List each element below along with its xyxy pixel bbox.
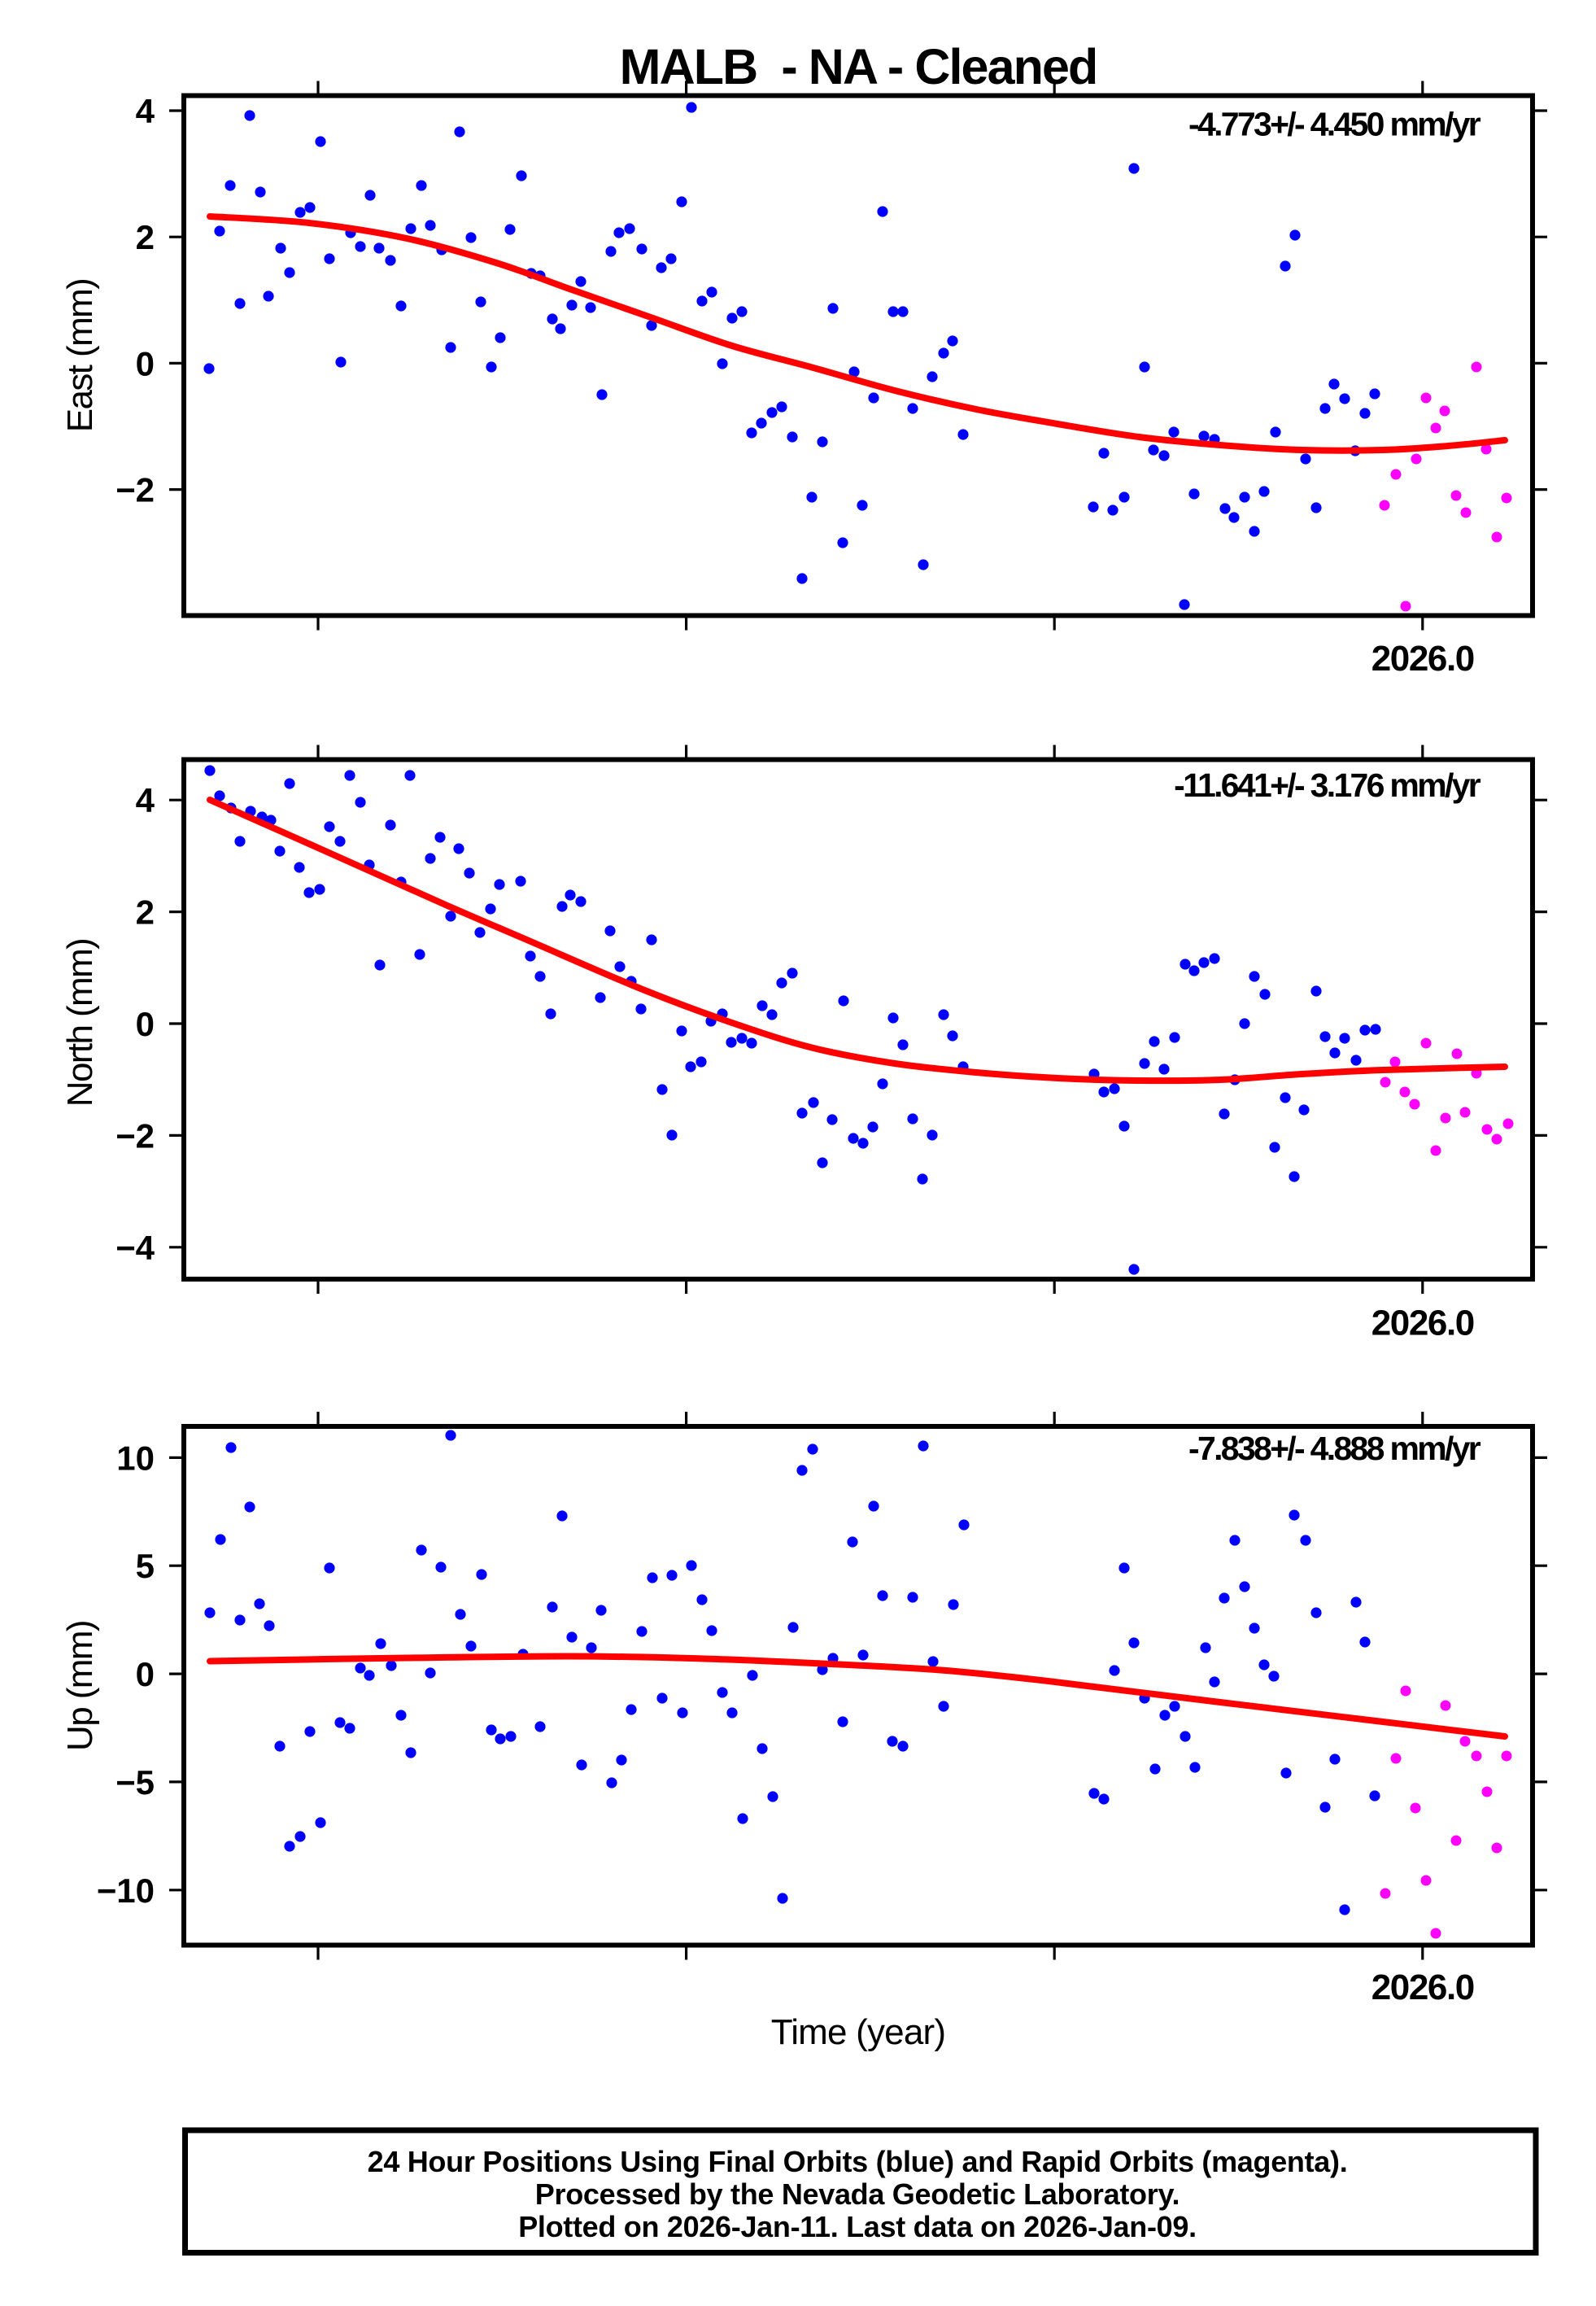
svg-text:-4.773+/- 4.450 mm/yr: -4.773+/- 4.450 mm/yr (1188, 106, 1481, 143)
svg-text:0: 0 (136, 1005, 155, 1043)
svg-text:0: 0 (136, 344, 155, 382)
svg-text:Plotted on 2026-Jan-11. Last d: Plotted on 2026-Jan-11. Last data on 202… (518, 2210, 1197, 2243)
svg-text:−5: −5 (116, 1763, 155, 1802)
svg-text:5: 5 (136, 1547, 155, 1585)
svg-text:-11.641+/- 3.176 mm/yr: -11.641+/- 3.176 mm/yr (1174, 766, 1481, 804)
svg-text:−4: −4 (116, 1229, 155, 1267)
svg-text:2026.0: 2026.0 (1371, 1968, 1474, 2007)
svg-text:Up (mm): Up (mm) (60, 1621, 100, 1751)
svg-text:-7.838+/- 4.888 mm/yr: -7.838+/- 4.888 mm/yr (1188, 1430, 1481, 1467)
svg-text:Time (year): Time (year) (771, 2012, 945, 2052)
svg-text:MALB - NA - Cleaned: MALB - NA - Cleaned (620, 39, 1097, 94)
svg-text:2: 2 (136, 218, 155, 256)
svg-text:0: 0 (136, 1655, 155, 1693)
svg-text:−2: −2 (116, 1116, 155, 1155)
svg-text:North (mm): North (mm) (60, 939, 100, 1107)
svg-text:2026.0: 2026.0 (1371, 639, 1474, 679)
svg-text:10: 10 (116, 1439, 155, 1477)
svg-text:4: 4 (136, 781, 155, 819)
svg-text:24 Hour Positions Using Final: 24 Hour Positions Using Final Orbits (bl… (368, 2145, 1348, 2178)
svg-text:4: 4 (136, 92, 155, 130)
svg-text:−2: −2 (116, 471, 155, 509)
svg-text:2: 2 (136, 893, 155, 932)
svg-text:East (mm): East (mm) (60, 279, 100, 432)
svg-text:−10: −10 (97, 1871, 155, 1910)
svg-text:2026.0: 2026.0 (1371, 1304, 1474, 1343)
svg-text:Processed by the Nevada Geodet: Processed by the Nevada Geodetic Laborat… (535, 2177, 1180, 2211)
